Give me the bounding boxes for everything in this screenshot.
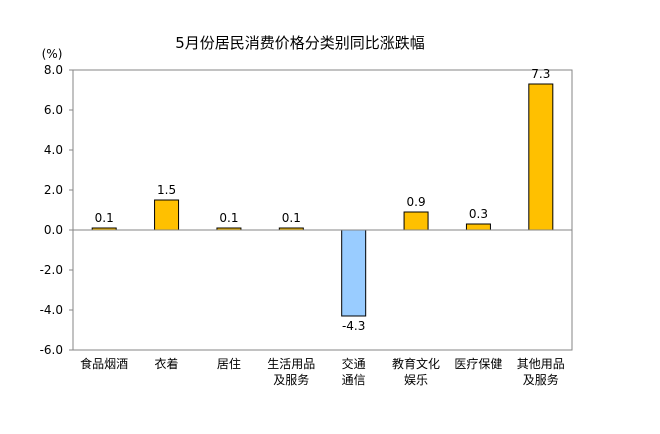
data-label: 1.5 bbox=[157, 183, 176, 197]
bar bbox=[341, 229, 367, 317]
data-label: 0.1 bbox=[95, 211, 114, 225]
chart-title: 5月份居民消费价格分类别同比涨跌幅 bbox=[175, 34, 425, 52]
category-label: 教育文化娱乐 bbox=[392, 356, 440, 387]
category-label: 居住 bbox=[217, 357, 241, 371]
bar bbox=[465, 223, 491, 231]
data-label: 7.3 bbox=[531, 67, 550, 81]
y-tick-label: -4.0 bbox=[40, 303, 63, 317]
y-tick-label: 2.0 bbox=[44, 183, 63, 197]
bar bbox=[154, 199, 180, 231]
category-label: 其他用品及服务 bbox=[517, 357, 565, 387]
bar-series bbox=[91, 83, 554, 317]
y-unit-label: (%) bbox=[42, 47, 63, 61]
y-axis-ticks: 8.0 6.0 4.0 2.0 0.0 -2.0 -4.0 -6.0 bbox=[40, 63, 73, 357]
y-tick-label: 8.0 bbox=[44, 63, 63, 77]
data-label: 0.1 bbox=[282, 211, 301, 225]
y-tick-label: 4.0 bbox=[44, 143, 63, 157]
bar bbox=[403, 211, 429, 231]
y-tick-label: -6.0 bbox=[40, 343, 63, 357]
plot-frame bbox=[72, 69, 573, 351]
data-label: 0.1 bbox=[219, 211, 238, 225]
data-label: -4.3 bbox=[342, 319, 365, 333]
category-label: 衣着 bbox=[155, 356, 179, 371]
category-label: 医疗保健 bbox=[454, 357, 502, 371]
y-tick-label: -2.0 bbox=[40, 263, 63, 277]
data-labels: 0.1 1.5 0.1 0.1 -4.3 0.9 0.3 7.3 bbox=[95, 67, 551, 333]
data-label: 0.3 bbox=[469, 207, 488, 221]
y-tick-label: 6.0 bbox=[44, 103, 63, 117]
data-label: 0.9 bbox=[407, 195, 426, 209]
category-label: 食品烟酒 bbox=[80, 356, 128, 371]
category-label: 交通通信 bbox=[342, 356, 366, 387]
y-tick-label: 0.0 bbox=[44, 223, 63, 237]
category-label: 生活用品及服务 bbox=[267, 357, 315, 387]
bar bbox=[528, 83, 554, 231]
